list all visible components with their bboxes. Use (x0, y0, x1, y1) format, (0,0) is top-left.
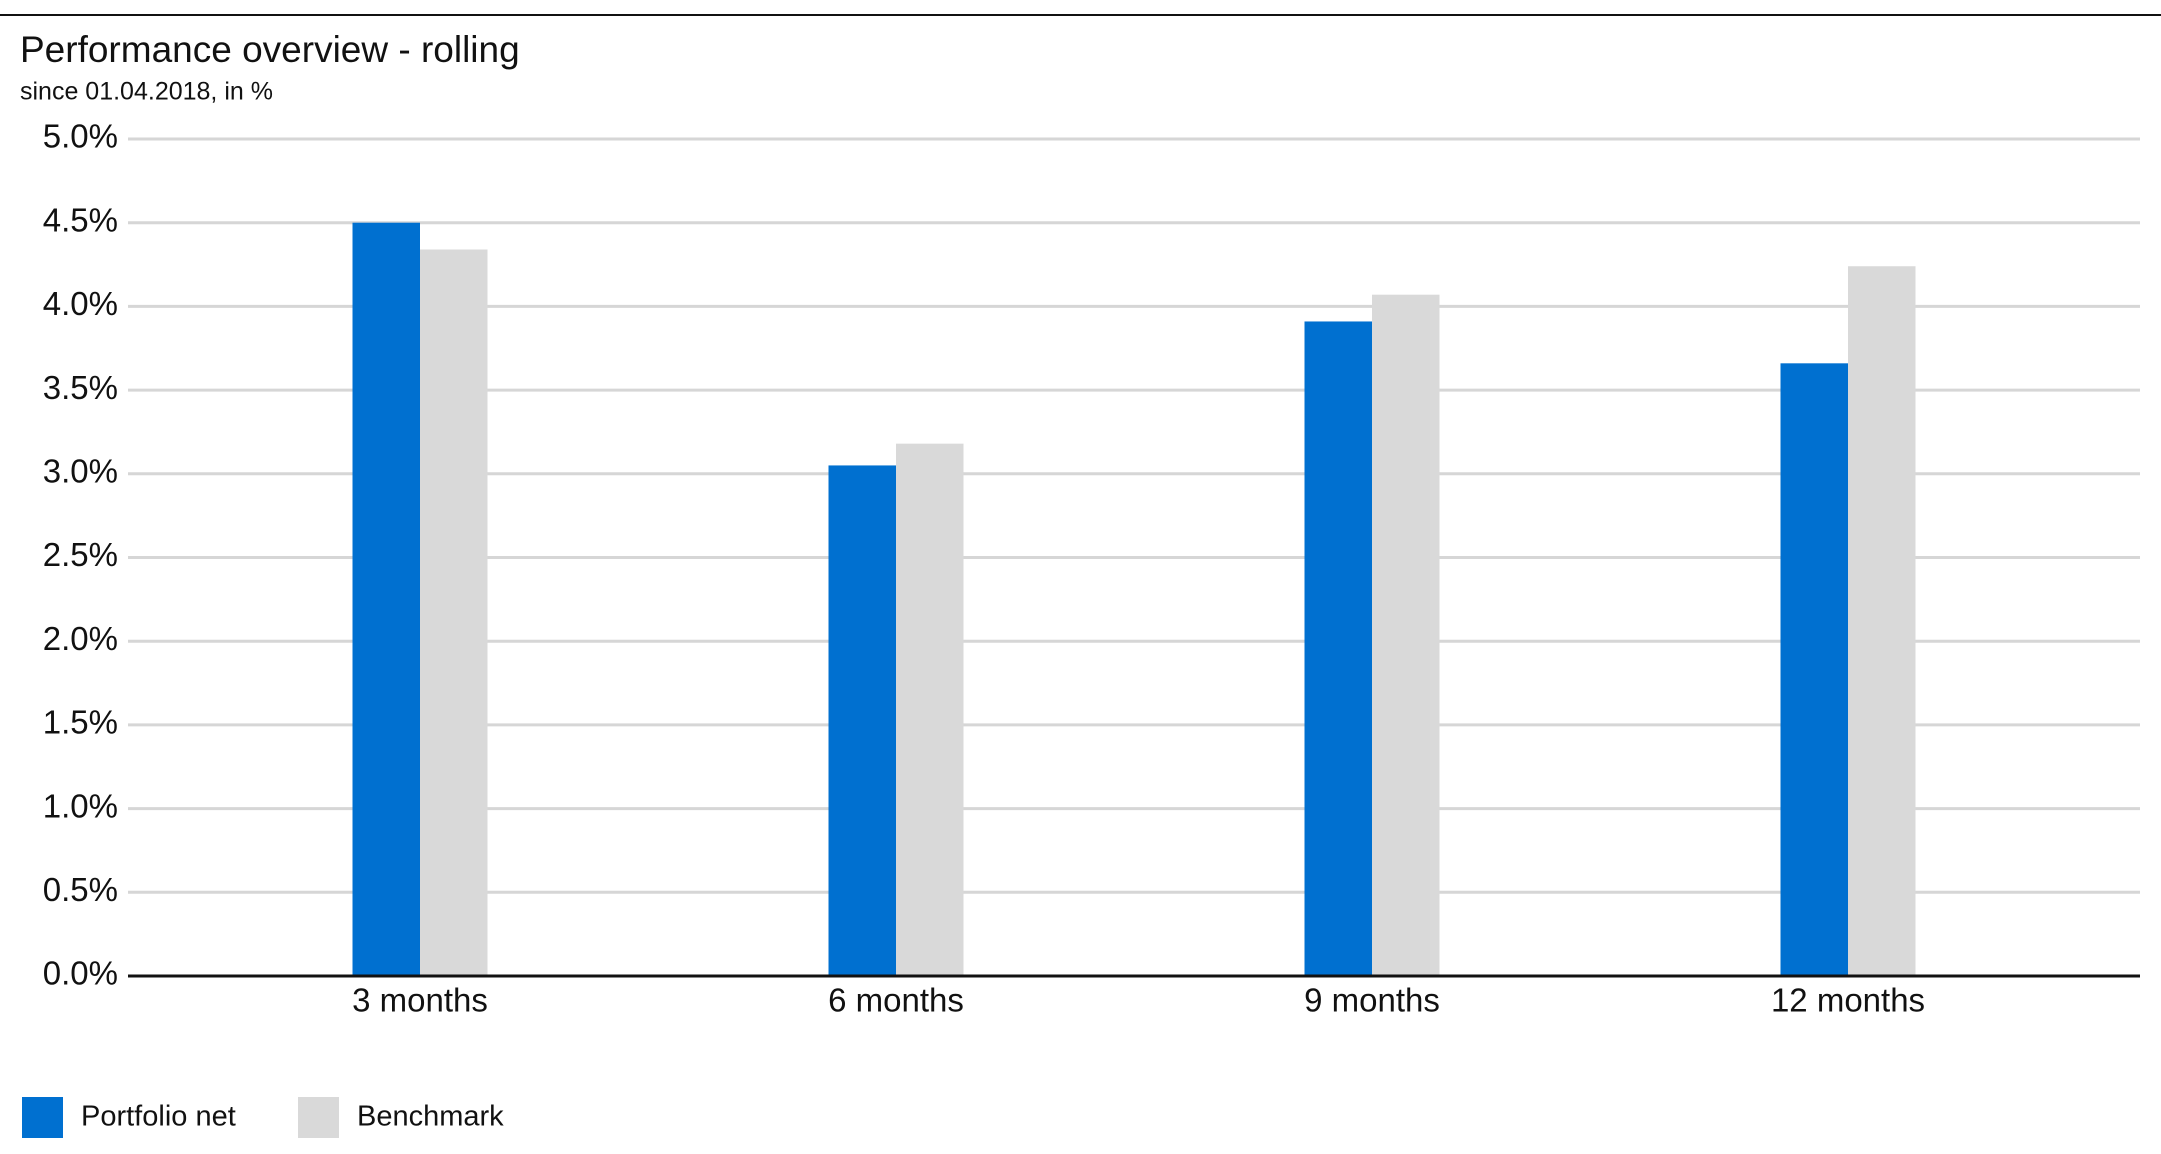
bar (1304, 321, 1372, 976)
legend-swatch (22, 1097, 63, 1138)
y-tick-label: 3.0% (43, 453, 118, 490)
y-tick-label: 0.5% (43, 871, 118, 908)
chart-title: Performance overview - rolling (20, 29, 520, 70)
x-tick-label: 12 months (1771, 982, 1925, 1019)
bar (896, 443, 964, 977)
bar (420, 249, 488, 976)
y-tick-label: 1.5% (43, 704, 118, 741)
y-tick-label: 5.0% (43, 118, 118, 155)
y-tick-label: 2.5% (43, 536, 118, 573)
bar (828, 465, 896, 976)
legend-swatch (298, 1097, 339, 1138)
bar (1372, 294, 1440, 976)
bar (352, 222, 420, 976)
y-tick-label: 0.0% (43, 955, 118, 992)
bar (1780, 363, 1848, 976)
x-tick-label: 9 months (1304, 982, 1440, 1019)
y-tick-label: 4.0% (43, 285, 118, 322)
legend-label: Portfolio net (81, 1101, 236, 1133)
y-tick-label: 1.0% (43, 787, 118, 824)
x-tick-label: 3 months (352, 982, 488, 1019)
legend-label: Benchmark (357, 1101, 504, 1133)
y-tick-label: 3.5% (43, 369, 118, 406)
bar (1848, 266, 1916, 976)
x-tick-label: 6 months (828, 982, 964, 1019)
y-tick-label: 2.0% (43, 620, 118, 657)
y-tick-label: 4.5% (43, 201, 118, 238)
chart-subtitle: since 01.04.2018, in % (20, 78, 273, 106)
